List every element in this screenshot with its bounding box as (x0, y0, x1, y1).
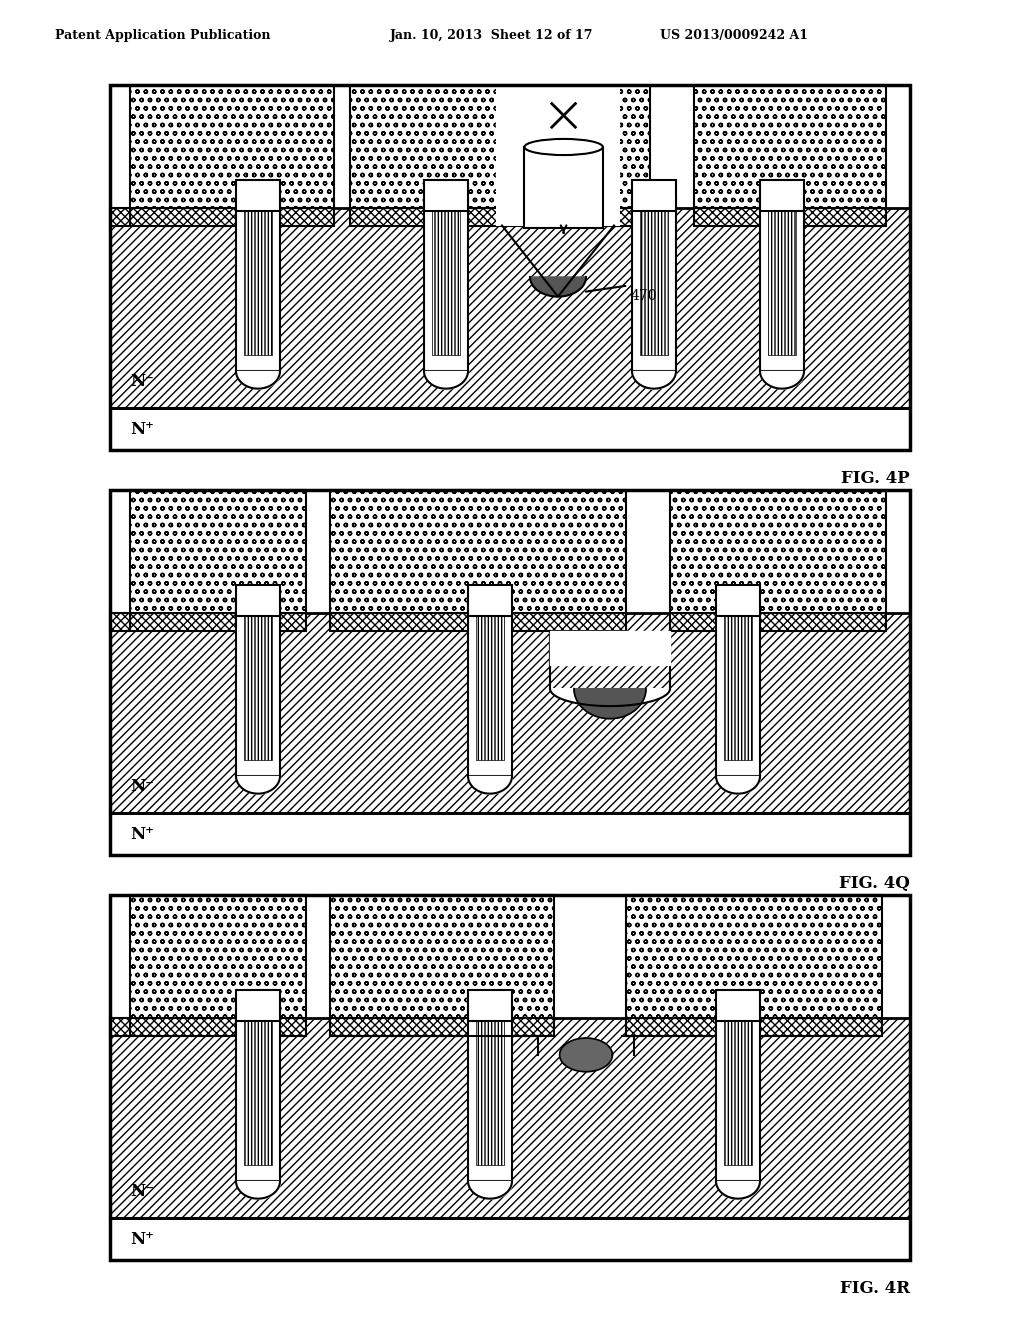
Bar (236, 1008, 280, 1181)
Bar (476, 611, 504, 760)
Bar (110, 813, 910, 855)
Bar (110, 207, 910, 408)
Polygon shape (550, 689, 670, 706)
Bar (468, 990, 512, 1020)
Bar (760, 181, 804, 211)
Polygon shape (560, 1038, 612, 1072)
Text: N⁻: N⁻ (130, 374, 154, 389)
Text: FIG. 4R: FIG. 4R (840, 1280, 910, 1298)
Text: N⁻: N⁻ (130, 777, 154, 795)
Bar (330, 895, 554, 1018)
Text: N⁻: N⁻ (130, 1183, 154, 1200)
Bar (497, 84, 620, 226)
Bar (110, 1018, 130, 1035)
Bar (626, 895, 882, 1018)
Bar (330, 612, 626, 631)
Bar (768, 206, 796, 355)
Bar (760, 198, 804, 371)
Bar (110, 1018, 910, 1218)
Bar (640, 206, 668, 355)
Bar (244, 1016, 272, 1166)
Text: FIG. 4Q: FIG. 4Q (839, 875, 910, 892)
Bar (716, 1008, 760, 1181)
Bar (110, 612, 910, 813)
Bar (350, 207, 650, 226)
Bar (110, 895, 910, 1261)
Bar (130, 490, 306, 612)
Bar (330, 490, 626, 612)
Polygon shape (550, 631, 670, 665)
Bar (110, 1218, 910, 1261)
Bar (670, 612, 886, 631)
Bar (670, 490, 886, 612)
Bar (432, 206, 460, 355)
Bar (476, 1016, 504, 1166)
Bar (330, 1018, 554, 1035)
Bar (468, 603, 512, 776)
Bar (244, 206, 272, 355)
Bar (130, 84, 334, 207)
Bar (694, 207, 886, 226)
Bar (236, 585, 280, 616)
Bar (130, 1018, 306, 1035)
Bar (716, 585, 760, 616)
Bar (694, 84, 886, 207)
Bar (424, 198, 468, 371)
Bar (524, 147, 603, 228)
Bar (626, 1018, 882, 1035)
Bar (110, 490, 910, 855)
Bar (236, 181, 280, 211)
Text: 470: 470 (631, 289, 657, 304)
Bar (632, 181, 676, 211)
Bar (110, 207, 130, 226)
Bar (110, 84, 910, 450)
Text: US 2013/0009242 A1: US 2013/0009242 A1 (660, 29, 808, 41)
Bar (468, 585, 512, 616)
Bar (130, 207, 334, 226)
Bar (724, 611, 752, 760)
Bar (110, 408, 910, 450)
Bar (110, 612, 130, 631)
Bar (236, 198, 280, 371)
Polygon shape (574, 689, 646, 718)
Bar (130, 895, 306, 1018)
Bar (424, 181, 468, 211)
Bar (236, 603, 280, 776)
Text: Jan. 10, 2013  Sheet 12 of 17: Jan. 10, 2013 Sheet 12 of 17 (390, 29, 594, 41)
Bar (244, 611, 272, 760)
Text: N⁺: N⁺ (130, 421, 154, 437)
Ellipse shape (524, 139, 603, 154)
Bar (130, 612, 306, 631)
Text: Patent Application Publication: Patent Application Publication (55, 29, 270, 41)
Bar (716, 603, 760, 776)
Bar (350, 84, 650, 207)
Text: FIG. 4P: FIG. 4P (842, 470, 910, 487)
Bar (632, 198, 676, 371)
Bar (236, 990, 280, 1020)
Polygon shape (530, 277, 586, 297)
Text: N⁺: N⁺ (130, 1230, 154, 1247)
Bar (468, 1008, 512, 1181)
Bar (724, 1016, 752, 1166)
Bar (716, 990, 760, 1020)
Text: N⁺: N⁺ (130, 825, 154, 842)
